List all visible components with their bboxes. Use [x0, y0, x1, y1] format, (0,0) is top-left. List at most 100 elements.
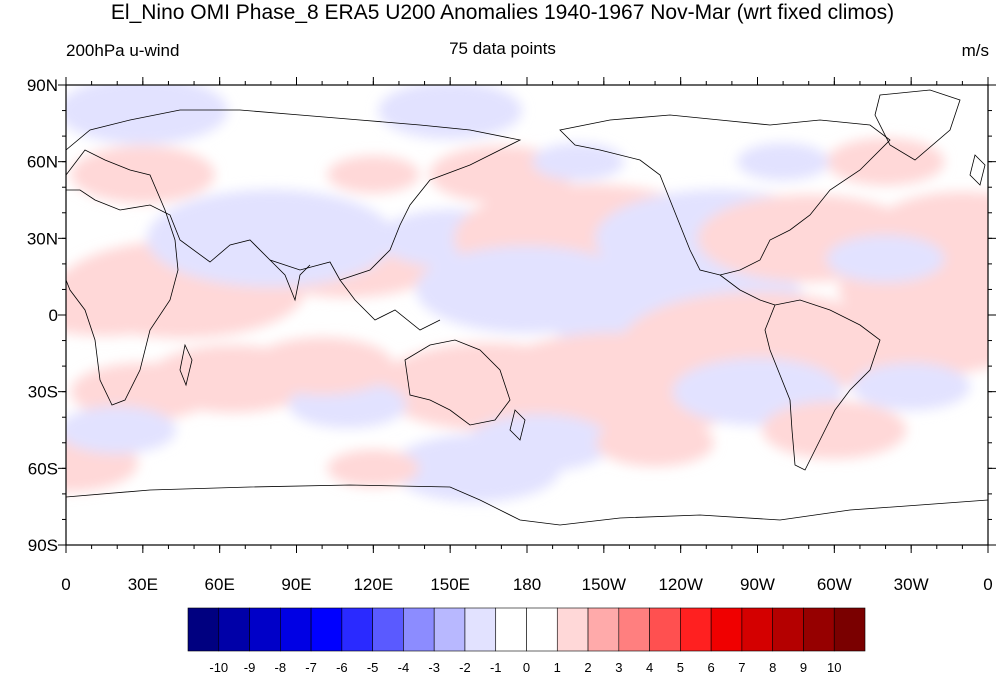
axis-ticks [58, 77, 996, 553]
latitude-tick-label: 60S [28, 459, 58, 478]
coastline-india [269, 259, 311, 302]
units-label: m/s [961, 41, 989, 60]
colorbar-label: 2 [584, 660, 591, 675]
colorbar-label: -2 [459, 660, 471, 675]
anomaly-contour [852, 362, 971, 411]
coastline-southeast-asia [339, 279, 441, 331]
anomaly-contour [70, 362, 215, 421]
anomaly-contour [596, 418, 715, 467]
colorbar-swatch [526, 607, 558, 652]
colorbar-swatch [372, 607, 404, 652]
variable-label: 200hPa u-wind [66, 41, 180, 60]
colorbar-label: -4 [398, 660, 410, 675]
colorbar-label: -6 [336, 660, 348, 675]
colorbar: -10 -9 -8 -7 -6 -5 -4 -3 -2 -1 0 1 2 3 4 5 6 7 8 9 10 [187, 607, 866, 675]
longitude-tick-label: 0 [61, 575, 70, 594]
longitude-tick-label: 30W [894, 575, 929, 594]
latitude-labels: 90N 60N 30N 0 30S 60S 90S [27, 76, 58, 555]
coastline-north-america [559, 114, 891, 276]
anomaly-contour [66, 406, 177, 454]
colorbar-label: 3 [615, 660, 622, 675]
longitude-tick-label: 60W [817, 575, 852, 594]
colorbar-label: 6 [708, 660, 715, 675]
colorbar-swatch [433, 607, 466, 652]
coastline-new-zealand [509, 409, 526, 441]
colorbar-swatch [680, 607, 712, 652]
longitude-tick-label: 0 [983, 575, 992, 594]
anomaly-contour [70, 145, 215, 204]
colorbar-swatch [218, 607, 250, 652]
map-title: El_Nino OMI Phase_8 ERA5 U200 Anomalies … [110, 1, 895, 24]
longitude-tick-label: 180 [513, 575, 541, 594]
latitude-tick-label: 60N [27, 153, 58, 172]
colorbar-swatch [280, 607, 312, 652]
anomaly-contour [532, 142, 625, 181]
coastline-antarctica [66, 484, 988, 526]
anomaly-contour [146, 189, 395, 288]
colorbar-label: -5 [367, 660, 379, 675]
colorbar-swatch [803, 607, 835, 652]
colorbar-label: -9 [244, 660, 256, 675]
anomaly-contour [66, 85, 228, 145]
anomaly-contour [377, 342, 600, 431]
colorbar-swatch [187, 607, 220, 652]
longitude-tick-label: 90W [740, 575, 775, 594]
longitude-tick-label: 150W [582, 575, 626, 594]
coastline-south-america [764, 299, 881, 471]
anomaly-contour [327, 155, 420, 194]
colorbar-label: 1 [554, 660, 561, 675]
colorbar-swatch [649, 607, 681, 652]
anomaly-contour [851, 306, 988, 375]
latitude-tick-label: 30S [28, 383, 58, 402]
coastline-central-america [719, 274, 776, 306]
coastline-africa [66, 149, 179, 406]
latitude-tick-label: 30N [27, 229, 58, 248]
colorbar-swatch [710, 607, 743, 652]
latitude-tick-label: 90S [28, 536, 58, 555]
anomaly-contour [250, 337, 395, 395]
anomaly-field [66, 85, 988, 503]
colorbar-swatch [833, 607, 866, 652]
colorbar-swatch [587, 607, 620, 652]
coastline-greenland [874, 89, 961, 161]
longitude-tick-label: 90E [281, 575, 311, 594]
colorbar-swatch [310, 607, 343, 652]
colorbar-label: -1 [490, 660, 502, 675]
colorbar-label: 5 [677, 660, 684, 675]
colorbar-swatch [403, 607, 435, 652]
colorbar-swatch [495, 607, 527, 652]
colorbar-swatch [341, 607, 373, 652]
longitude-tick-label: 120E [353, 575, 393, 594]
coastlines [66, 89, 988, 526]
colorbar-swatch [772, 607, 804, 652]
anomaly-contour [378, 85, 523, 140]
longitude-tick-label: 30E [128, 575, 158, 594]
data-points-label: 75 data points [449, 39, 556, 58]
colorbar-label: 10 [827, 660, 841, 675]
colorbar-swatch [618, 607, 650, 652]
anomaly-contour [826, 234, 945, 283]
anomaly-contour [737, 142, 830, 181]
longitude-labels: 0 30E 60E 90E 120E 150E 180 150W 120W 90W 60W 30W 0 [61, 575, 992, 594]
colorbar-swatch [249, 607, 281, 652]
colorbar-label: -8 [275, 660, 287, 675]
colorbar-label: -10 [209, 660, 228, 675]
coastline-uk [969, 154, 986, 186]
anomaly-contour [327, 449, 420, 488]
colorbar-swatch [464, 607, 497, 652]
anomaly-contour [467, 413, 612, 472]
colorbar-label: 4 [646, 660, 653, 675]
coastline-madagascar [179, 343, 193, 387]
latitude-tick-label: 90N [27, 76, 58, 95]
coastline-australia [404, 339, 511, 426]
anomaly-contour [416, 245, 638, 334]
colorbar-label: -3 [428, 660, 440, 675]
colorbar-label: 7 [738, 660, 745, 675]
colorbar-swatch [556, 607, 589, 652]
anomaly-contour [762, 401, 907, 459]
colorbar-label: 8 [769, 660, 776, 675]
colorbar-label: -7 [305, 660, 317, 675]
longitude-tick-label: 120W [658, 575, 702, 594]
anomaly-contour [66, 268, 190, 337]
